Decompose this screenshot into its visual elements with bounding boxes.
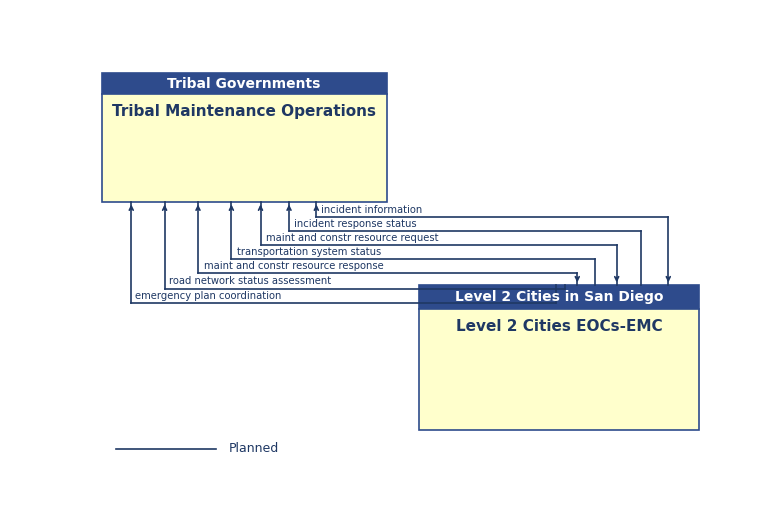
Text: incident response status: incident response status <box>294 219 417 228</box>
Text: road network status assessment: road network status assessment <box>169 276 332 287</box>
Text: maint and constr resource response: maint and constr resource response <box>204 261 384 271</box>
Text: incident information: incident information <box>321 204 423 215</box>
Text: maint and constr resource request: maint and constr resource request <box>266 233 438 243</box>
Text: emergency plan coordination: emergency plan coordination <box>135 290 282 301</box>
Bar <box>420 285 698 309</box>
Bar <box>420 285 698 430</box>
Text: Level 2 Cities EOCs-EMC: Level 2 Cities EOCs-EMC <box>456 319 662 334</box>
Text: transportation system status: transportation system status <box>237 247 381 257</box>
Text: Level 2 Cities in San Diego: Level 2 Cities in San Diego <box>455 290 663 304</box>
Text: Planned: Planned <box>229 442 279 455</box>
Bar <box>102 73 387 94</box>
Text: Tribal Maintenance Operations: Tribal Maintenance Operations <box>112 104 376 119</box>
Text: Tribal Governments: Tribal Governments <box>168 77 321 91</box>
Bar <box>102 73 387 202</box>
